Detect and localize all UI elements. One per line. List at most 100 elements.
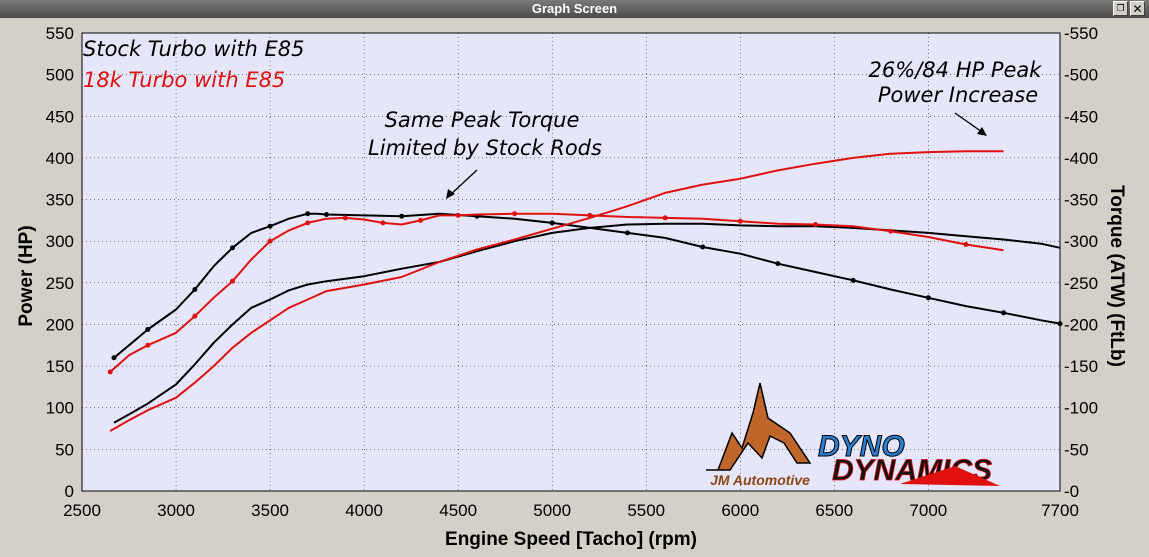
data-point-torque-3 (888, 228, 894, 234)
y-tick-label-right: -350 (1064, 191, 1098, 210)
y-tick-label-right: -150 (1064, 357, 1098, 376)
data-point-torque-1 (925, 295, 931, 301)
y-tick-label-left: 50 (55, 440, 74, 459)
dyno-logo-swoosh (900, 466, 1000, 486)
close-button[interactable]: ✕ (1130, 1, 1145, 16)
y-tick-label-right: -200 (1064, 315, 1098, 334)
jm-logo-mark (706, 382, 812, 471)
x-tick-label: 7700 (1041, 501, 1079, 520)
data-point-torque-3 (813, 222, 818, 228)
dyno-chart: 2500 3000 3500 4000 4500 5000 5500 6000 6500 7000… (16, 24, 1127, 550)
y-axis-label-left: Power (HP) (16, 225, 37, 326)
x-tick-label: 3000 (157, 501, 195, 520)
data-point-torque-1 (775, 261, 781, 267)
data-point-torque-1 (192, 286, 198, 292)
annotation-power-line-2: Power Increase (878, 83, 1038, 107)
data-point-torque-1 (229, 245, 235, 251)
y-axis-label-right: Torque (ATW) (FtLb) (1106, 185, 1127, 367)
x-tick-label: 4000 (345, 501, 383, 520)
data-point-torque-3 (145, 342, 151, 348)
data-point-torque-1 (399, 213, 405, 219)
data-point-torque-3 (107, 369, 113, 375)
y-tick-label-right: -100 (1064, 399, 1098, 418)
x-tick-label: 7000 (909, 501, 947, 520)
x-tick-label: 6000 (721, 501, 759, 520)
data-point-torque-3 (305, 220, 311, 226)
annotation-torque-arrow (448, 169, 478, 197)
y-tick-label-left: 250 (46, 274, 74, 293)
annotation-torque-arrowhead (446, 189, 455, 199)
x-tick-label: 4500 (439, 501, 477, 520)
data-point-torque-1 (111, 355, 117, 361)
x-axis-label: Engine Speed [Tacho] (rpm) (445, 529, 697, 550)
data-point-torque-1 (624, 230, 630, 236)
window-title-bar: Graph Screen ❐ ✕ (0, 0, 1149, 18)
y-tick-label-left: 300 (46, 232, 74, 251)
y-tick-label-left: 0 (65, 482, 74, 501)
data-point-torque-1 (305, 211, 311, 217)
data-point-torque-3 (229, 278, 235, 284)
data-point-torque-3 (192, 313, 198, 319)
data-point-torque-3 (380, 220, 386, 226)
y-tick-label-right: -0 (1064, 482, 1079, 501)
y-tick-label-right: -400 (1064, 149, 1098, 168)
y-tick-label-right: -250 (1064, 274, 1098, 293)
x-tick-label: 6500 (815, 501, 853, 520)
window-title: Graph Screen (531, 1, 618, 16)
data-point-torque-1 (324, 212, 329, 218)
annotation-torque-line-1: Same Peak Torque (385, 108, 580, 132)
x-tick-label: 5500 (627, 501, 665, 520)
x-tick-label: 5000 (533, 501, 571, 520)
y-tick-label-right: -450 (1064, 107, 1098, 126)
restore-icon: ❐ (1116, 4, 1125, 14)
data-point-torque-1 (1001, 310, 1007, 316)
y-tick-label-left: 500 (46, 66, 74, 85)
data-point-torque-3 (418, 217, 424, 223)
jm-logo-text: JM Automotive (710, 472, 810, 488)
series-group (107, 150, 1063, 432)
series-line-torque-3 (109, 212, 1004, 373)
y-tick-label-left: 200 (46, 315, 74, 334)
y-tick-label-left: 450 (46, 107, 74, 126)
data-point-torque-3 (662, 215, 668, 221)
y-tick-label-left: 400 (46, 149, 74, 168)
y-tick-label-left: 100 (46, 399, 74, 418)
data-point-torque-3 (512, 211, 518, 217)
y-tick-label-left: 350 (46, 191, 74, 210)
dyno-dynamics-logo: DYNO DYNAMICS (818, 430, 1000, 487)
data-point-torque-1 (267, 223, 273, 229)
annotation-power-line-1: 26%/84 HP Peak (869, 58, 1043, 82)
y-tick-label-right: -300 (1064, 232, 1098, 251)
legend-label-18k: 18k Turbo with E85 (83, 68, 285, 92)
data-point-torque-1 (145, 326, 151, 332)
annotation-power-arrow (954, 112, 983, 133)
series-line-power-2 (109, 150, 1004, 432)
plot-background (81, 32, 1061, 492)
x-tick-label: 2500 (63, 501, 101, 520)
close-icon: ✕ (1132, 2, 1143, 16)
annotation-torque-line-2: Limited by Stock Rods (368, 136, 602, 160)
jm-automotive-logo: JM Automotive (706, 382, 812, 488)
y-tick-label-left: 150 (46, 357, 74, 376)
data-point-torque-3 (267, 238, 273, 244)
data-point-torque-3 (737, 218, 743, 224)
grid-lines (81, 32, 1061, 492)
data-point-torque-1 (850, 277, 856, 283)
x-tick-label: 3500 (251, 501, 289, 520)
data-point-torque-3 (455, 212, 461, 218)
y-tick-label-right: -50 (1064, 440, 1089, 459)
data-point-torque-1 (700, 244, 706, 250)
y-tick-label-right: -550 (1064, 24, 1098, 43)
data-point-torque-3 (963, 242, 969, 248)
y-tick-label-right: -500 (1064, 66, 1098, 85)
legend-label-stock: Stock Turbo with E85 (83, 37, 305, 61)
data-point-torque-3 (342, 215, 348, 221)
tick-labels: 2500 3000 3500 4000 4500 5000 5500 6000 6500 7000… (46, 24, 1098, 520)
y-tick-label-left: 550 (46, 24, 74, 43)
dyno-logo-top: DYNO (818, 430, 905, 463)
data-point-torque-1 (1057, 321, 1063, 327)
annotation-power-arrowhead (977, 127, 987, 136)
restore-button[interactable]: ❐ (1113, 1, 1128, 16)
data-point-torque-1 (549, 220, 555, 226)
data-point-torque-3 (587, 212, 593, 218)
